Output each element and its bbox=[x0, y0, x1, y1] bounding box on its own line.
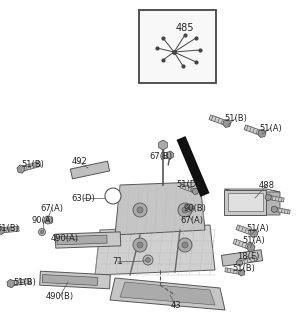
Circle shape bbox=[40, 230, 44, 234]
Text: 488: 488 bbox=[259, 180, 275, 189]
Circle shape bbox=[105, 188, 121, 204]
Circle shape bbox=[137, 207, 143, 213]
Polygon shape bbox=[224, 189, 280, 192]
Polygon shape bbox=[7, 279, 15, 288]
Text: 51(B): 51(B) bbox=[21, 161, 44, 170]
Text: 51(A): 51(A) bbox=[260, 124, 282, 132]
Circle shape bbox=[38, 228, 46, 236]
Circle shape bbox=[182, 207, 188, 213]
Polygon shape bbox=[247, 244, 255, 252]
Polygon shape bbox=[3, 226, 19, 233]
Polygon shape bbox=[221, 250, 262, 266]
Polygon shape bbox=[236, 225, 253, 235]
Polygon shape bbox=[239, 269, 245, 276]
Text: 67(A): 67(A) bbox=[181, 215, 204, 225]
Polygon shape bbox=[271, 206, 278, 213]
Polygon shape bbox=[115, 182, 205, 235]
Polygon shape bbox=[180, 184, 194, 193]
Polygon shape bbox=[0, 226, 5, 235]
Polygon shape bbox=[57, 235, 107, 245]
Polygon shape bbox=[265, 194, 271, 201]
Polygon shape bbox=[13, 278, 31, 286]
Text: 51(A): 51(A) bbox=[247, 223, 269, 233]
Text: 51(B): 51(B) bbox=[0, 223, 19, 233]
Polygon shape bbox=[241, 256, 257, 264]
Text: 18(E): 18(E) bbox=[237, 252, 259, 260]
Text: 485: 485 bbox=[176, 23, 194, 33]
Polygon shape bbox=[233, 239, 250, 249]
Polygon shape bbox=[266, 189, 280, 215]
Polygon shape bbox=[159, 140, 167, 150]
Circle shape bbox=[188, 206, 192, 210]
Text: 51(A): 51(A) bbox=[243, 236, 265, 244]
Polygon shape bbox=[120, 282, 215, 305]
Text: 90(B): 90(B) bbox=[184, 204, 207, 212]
Text: 63(D): 63(D) bbox=[71, 194, 95, 203]
Text: 490(B): 490(B) bbox=[46, 292, 74, 300]
Polygon shape bbox=[110, 278, 225, 310]
Circle shape bbox=[143, 255, 153, 265]
Circle shape bbox=[137, 242, 143, 248]
Polygon shape bbox=[250, 229, 258, 237]
Polygon shape bbox=[55, 232, 121, 248]
Circle shape bbox=[133, 238, 147, 252]
Circle shape bbox=[178, 238, 192, 252]
Bar bbox=[139, 10, 216, 83]
Polygon shape bbox=[209, 115, 226, 125]
Circle shape bbox=[182, 242, 188, 248]
Polygon shape bbox=[95, 225, 215, 275]
Circle shape bbox=[133, 203, 147, 217]
Polygon shape bbox=[225, 268, 240, 274]
Text: 51(B): 51(B) bbox=[233, 263, 255, 273]
Polygon shape bbox=[22, 162, 41, 171]
Text: 90(A): 90(A) bbox=[32, 215, 54, 225]
Circle shape bbox=[46, 218, 50, 222]
Text: 43: 43 bbox=[171, 301, 181, 310]
Polygon shape bbox=[270, 196, 284, 202]
Text: 51(D): 51(D) bbox=[176, 180, 200, 189]
Polygon shape bbox=[223, 119, 231, 127]
Circle shape bbox=[186, 204, 194, 212]
Text: 51(B): 51(B) bbox=[225, 114, 247, 123]
Polygon shape bbox=[244, 125, 261, 135]
Text: 67(A): 67(A) bbox=[40, 204, 63, 212]
Polygon shape bbox=[166, 151, 174, 159]
Polygon shape bbox=[258, 129, 266, 137]
Circle shape bbox=[146, 258, 150, 262]
Circle shape bbox=[44, 216, 52, 224]
Text: 492: 492 bbox=[71, 157, 87, 166]
Polygon shape bbox=[276, 208, 290, 214]
Polygon shape bbox=[42, 275, 98, 285]
Polygon shape bbox=[40, 271, 110, 289]
Circle shape bbox=[178, 203, 192, 217]
Polygon shape bbox=[70, 161, 110, 179]
Polygon shape bbox=[224, 189, 266, 214]
Polygon shape bbox=[227, 193, 262, 211]
Text: 71: 71 bbox=[113, 258, 123, 267]
Text: 51(B): 51(B) bbox=[14, 277, 37, 286]
Polygon shape bbox=[236, 260, 243, 266]
Text: 67(B): 67(B) bbox=[149, 151, 172, 161]
Polygon shape bbox=[192, 188, 199, 195]
Text: 490(A): 490(A) bbox=[51, 234, 79, 243]
Polygon shape bbox=[17, 165, 25, 173]
